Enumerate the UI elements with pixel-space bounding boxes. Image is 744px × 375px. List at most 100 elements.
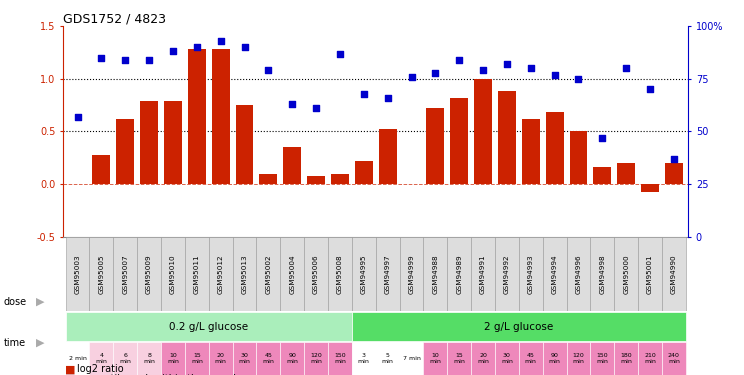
FancyBboxPatch shape (638, 237, 662, 310)
Point (429, 69, 441, 75)
Bar (522, 119, 539, 184)
Text: percentile rank within the sample: percentile rank within the sample (77, 374, 242, 375)
Point (573, 76, 585, 82)
FancyBboxPatch shape (304, 237, 328, 310)
FancyBboxPatch shape (137, 237, 161, 310)
Point (191, 44, 203, 50)
Point (620, 65, 632, 71)
Text: GSM95002: GSM95002 (266, 254, 272, 294)
Text: GSM95008: GSM95008 (337, 254, 343, 294)
Point (263, 68, 275, 74)
Point (334, 51, 346, 57)
FancyBboxPatch shape (209, 237, 233, 310)
Text: 90
min: 90 min (548, 353, 560, 364)
FancyBboxPatch shape (209, 342, 233, 375)
Point (143, 57, 155, 63)
FancyBboxPatch shape (65, 237, 89, 310)
Text: 2 g/L glucose: 2 g/L glucose (484, 321, 554, 332)
FancyBboxPatch shape (471, 342, 495, 375)
FancyBboxPatch shape (423, 237, 447, 310)
Text: log2 ratio: log2 ratio (77, 364, 124, 374)
Text: time: time (4, 338, 26, 348)
FancyBboxPatch shape (591, 237, 615, 310)
Point (239, 44, 251, 50)
Bar (188, 50, 206, 184)
Text: GSM95006: GSM95006 (313, 254, 319, 294)
FancyBboxPatch shape (495, 237, 519, 310)
Text: GDS1752 / 4823: GDS1752 / 4823 (63, 12, 166, 25)
Bar (498, 92, 516, 184)
Bar (164, 101, 182, 184)
Point (405, 74, 417, 80)
Text: 150
min: 150 min (597, 353, 609, 364)
Text: 15
min: 15 min (191, 353, 203, 364)
FancyBboxPatch shape (185, 342, 209, 375)
Text: GSM95013: GSM95013 (242, 254, 248, 294)
Point (501, 61, 513, 67)
Bar (212, 50, 230, 184)
Text: 20
min: 20 min (215, 353, 227, 364)
Text: 4
min: 4 min (95, 353, 107, 364)
Bar (450, 98, 468, 184)
Bar (140, 101, 158, 184)
Point (597, 135, 609, 141)
Text: GSM94989: GSM94989 (456, 254, 462, 294)
FancyBboxPatch shape (161, 342, 185, 375)
Point (310, 105, 322, 111)
Text: 45
min: 45 min (525, 353, 536, 364)
FancyBboxPatch shape (638, 342, 662, 375)
Text: 30
min: 30 min (239, 353, 251, 364)
FancyBboxPatch shape (376, 342, 400, 375)
Text: ■: ■ (65, 374, 76, 375)
Bar (283, 147, 301, 184)
FancyBboxPatch shape (591, 342, 615, 375)
FancyBboxPatch shape (89, 342, 113, 375)
Text: 10
min: 10 min (429, 353, 441, 364)
Point (453, 57, 465, 63)
Text: GSM95000: GSM95000 (623, 254, 629, 294)
Bar (355, 161, 373, 184)
FancyBboxPatch shape (280, 342, 304, 375)
FancyBboxPatch shape (542, 237, 566, 310)
Text: GSM94991: GSM94991 (480, 254, 486, 294)
FancyBboxPatch shape (615, 237, 638, 310)
FancyBboxPatch shape (352, 312, 686, 341)
Point (358, 91, 370, 97)
FancyBboxPatch shape (519, 237, 542, 310)
Text: dose: dose (4, 297, 27, 307)
FancyBboxPatch shape (519, 342, 542, 375)
Text: GSM94996: GSM94996 (575, 254, 582, 294)
FancyBboxPatch shape (113, 342, 137, 375)
FancyBboxPatch shape (566, 342, 591, 375)
FancyBboxPatch shape (447, 237, 471, 310)
FancyBboxPatch shape (161, 237, 185, 310)
Text: GSM94998: GSM94998 (600, 254, 606, 294)
FancyBboxPatch shape (89, 237, 113, 310)
FancyBboxPatch shape (400, 237, 423, 310)
FancyBboxPatch shape (542, 342, 566, 375)
Bar (116, 119, 134, 184)
Text: GSM95004: GSM95004 (289, 254, 295, 294)
FancyBboxPatch shape (65, 342, 89, 375)
FancyBboxPatch shape (233, 237, 257, 310)
Bar (236, 105, 254, 184)
FancyBboxPatch shape (257, 342, 280, 375)
Text: 6
min: 6 min (119, 353, 131, 364)
Text: GSM95011: GSM95011 (194, 254, 200, 294)
Text: 20
min: 20 min (477, 353, 489, 364)
Point (95, 55, 107, 61)
Text: GSM94988: GSM94988 (432, 254, 438, 294)
FancyBboxPatch shape (400, 342, 423, 375)
Bar (307, 176, 325, 184)
FancyBboxPatch shape (65, 312, 352, 341)
Point (668, 156, 680, 162)
FancyBboxPatch shape (352, 237, 376, 310)
Text: GSM94999: GSM94999 (408, 254, 414, 294)
FancyBboxPatch shape (376, 237, 400, 310)
FancyBboxPatch shape (233, 342, 257, 375)
Point (167, 48, 179, 54)
Text: 210
min: 210 min (644, 353, 656, 364)
Point (215, 38, 227, 44)
Text: GSM95005: GSM95005 (98, 254, 104, 294)
Text: 7 min: 7 min (403, 356, 420, 361)
